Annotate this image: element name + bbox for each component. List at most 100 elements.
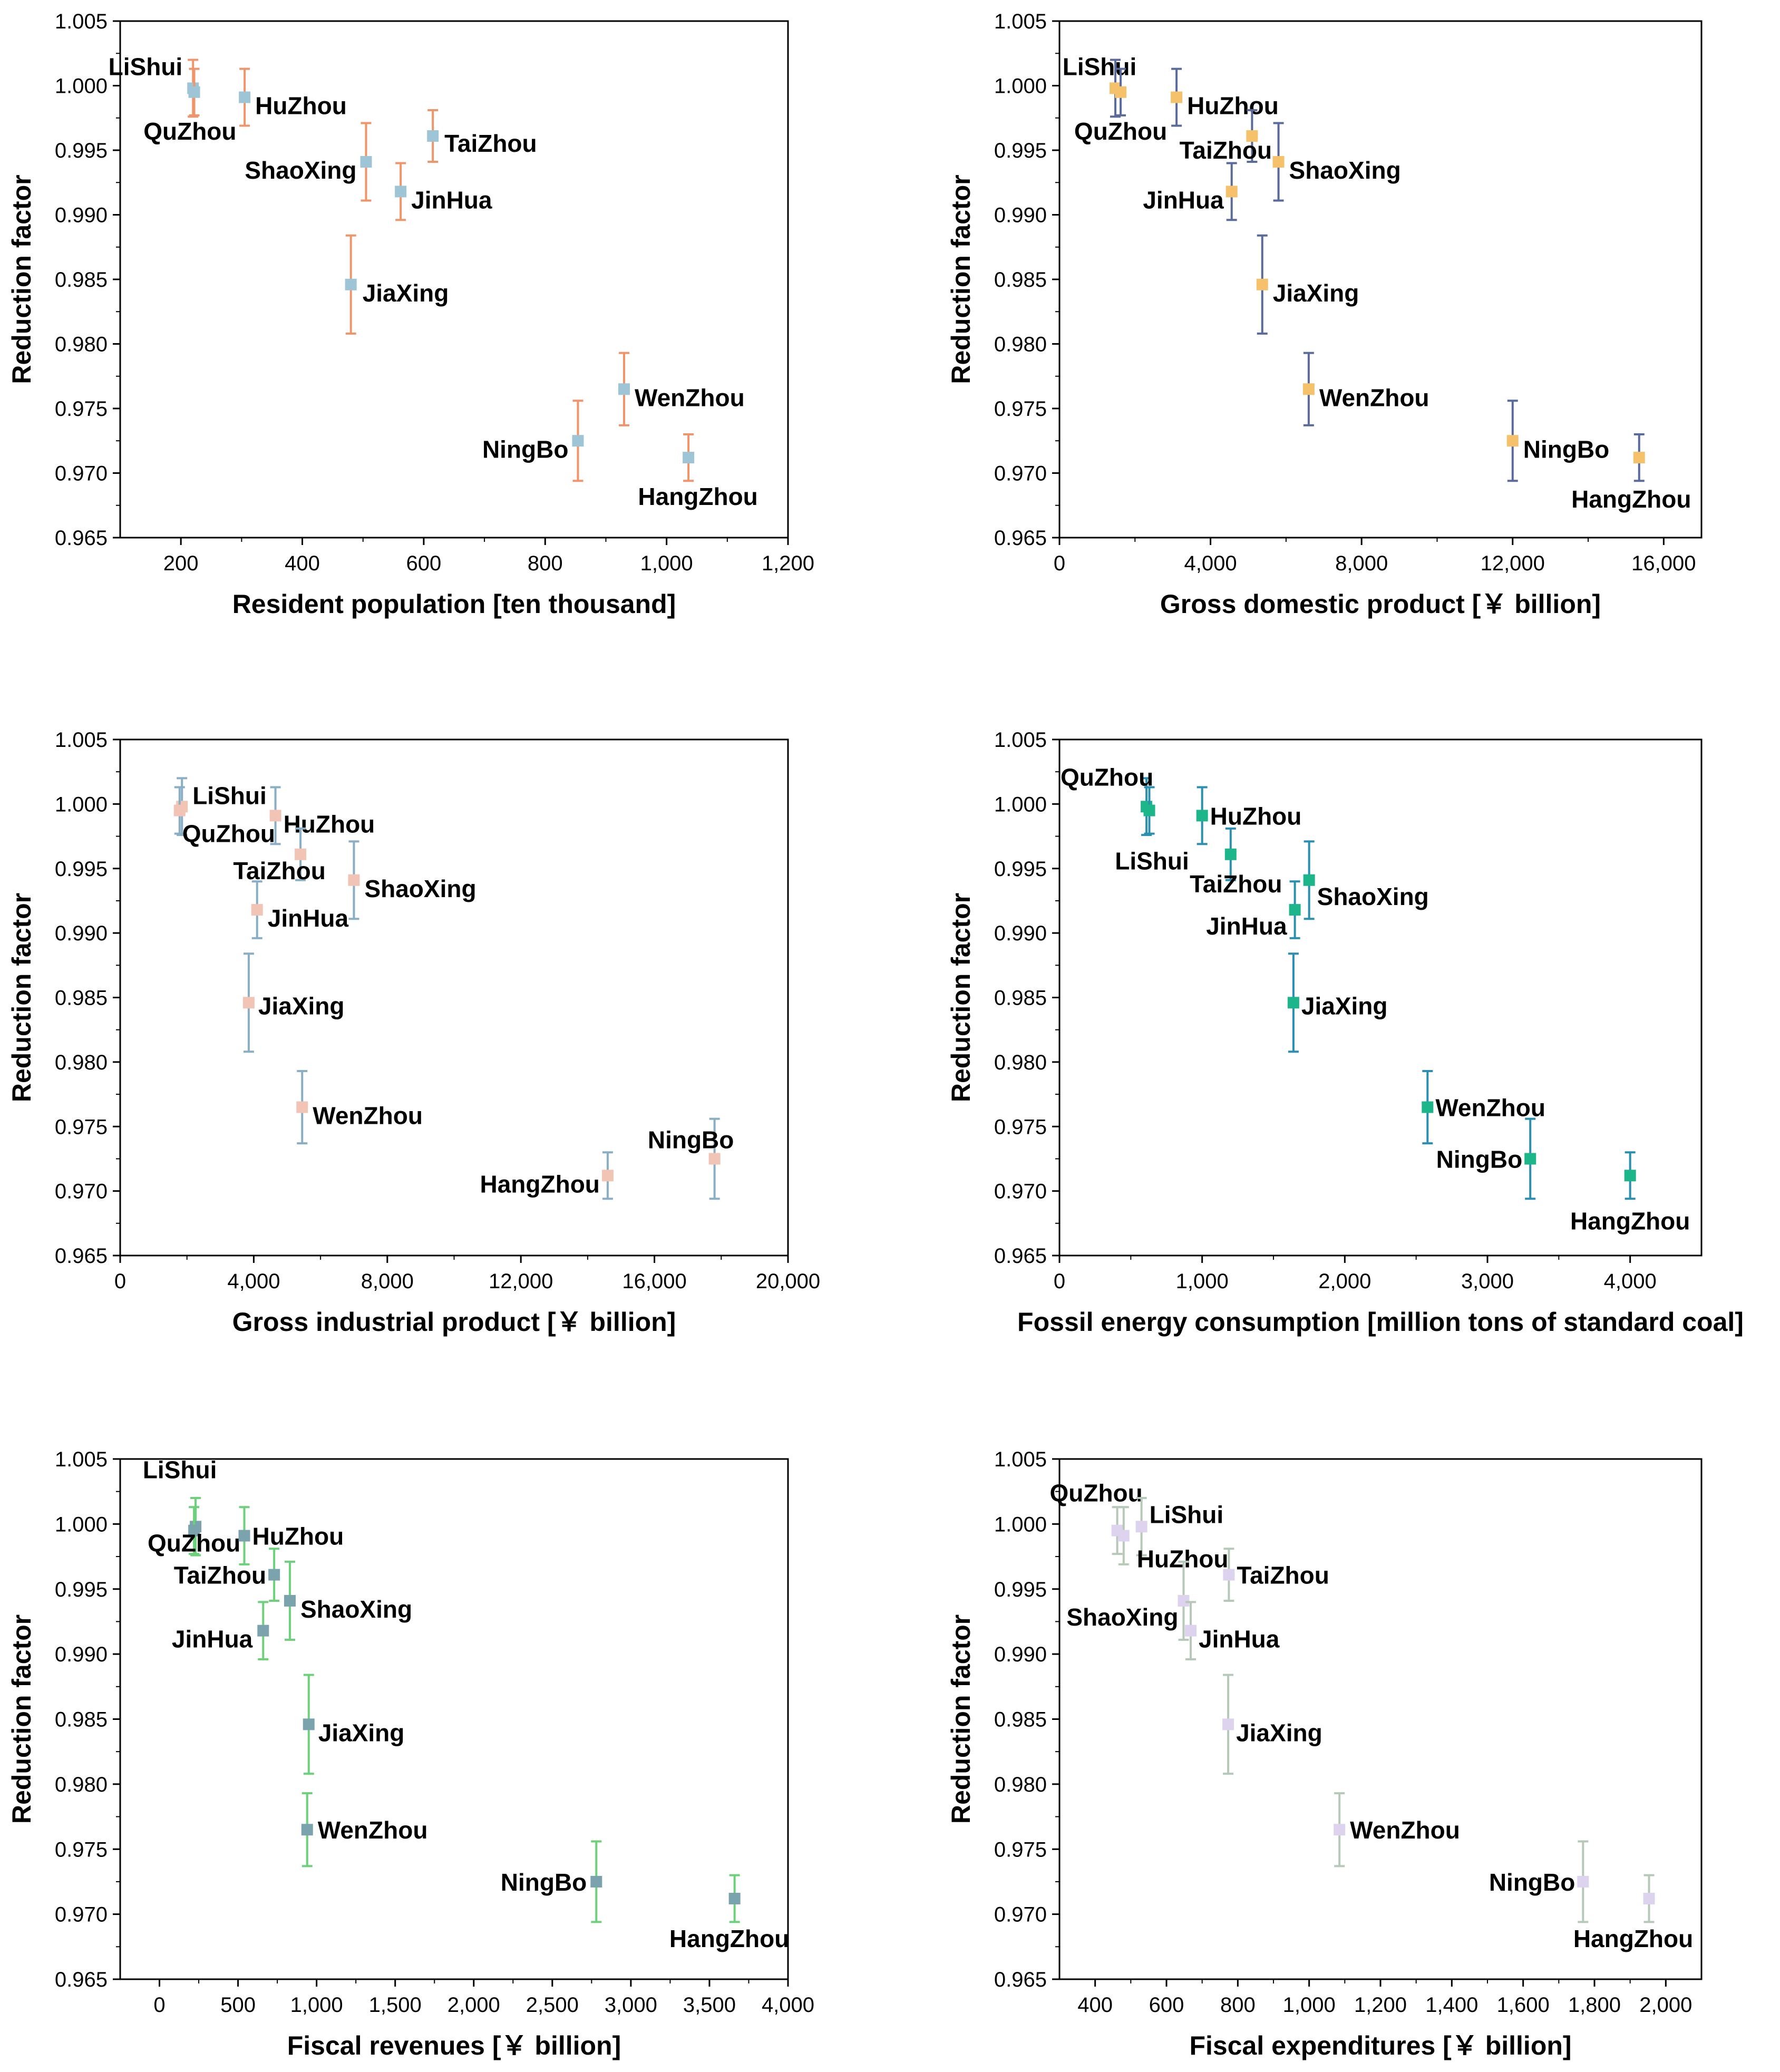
point-label: HangZhou bbox=[1570, 1207, 1690, 1234]
x-axis-title: Resident population [ten thousand] bbox=[232, 589, 676, 619]
x-tick-label: 16,000 bbox=[1631, 552, 1696, 575]
y-tick-label: 1.005 bbox=[994, 1448, 1047, 1471]
y-tick-label: 0.990 bbox=[55, 204, 108, 227]
point-label: NingBo bbox=[1436, 1145, 1523, 1173]
x-tick-label: 4,000 bbox=[1184, 552, 1237, 575]
marker bbox=[1633, 452, 1645, 464]
marker bbox=[728, 1893, 741, 1905]
data-point-jiaxing: JiaXing bbox=[242, 952, 345, 1053]
data-point-taizhou: TaiZhou bbox=[1223, 1548, 1329, 1602]
x-tick-label: 16,000 bbox=[622, 1270, 686, 1293]
y-tick-label: 0.970 bbox=[994, 462, 1047, 485]
point-label: TaiZhou bbox=[174, 1562, 266, 1589]
y-tick-label: 0.970 bbox=[55, 1180, 108, 1203]
y-tick-label: 1.005 bbox=[994, 728, 1047, 752]
marker bbox=[618, 383, 630, 395]
x-tick-label: 0 bbox=[153, 1993, 165, 2017]
y-tick-label: 0.995 bbox=[994, 139, 1047, 162]
marker bbox=[239, 91, 251, 103]
data-point-lishui: LiShui bbox=[1115, 786, 1189, 875]
y-tick-label: 0.990 bbox=[55, 1643, 108, 1666]
data-point-shaoxing: ShaoXing bbox=[1303, 840, 1429, 920]
point-label: LiShui bbox=[143, 1456, 217, 1483]
marker bbox=[188, 1524, 200, 1536]
data-point-jinhua: JinHua bbox=[172, 1601, 269, 1660]
y-axis-title: Reduction factor bbox=[7, 893, 36, 1102]
data-point-shaoxing: ShaoXing bbox=[1066, 1560, 1190, 1641]
y-tick-label: 1.005 bbox=[55, 1448, 108, 1471]
marker bbox=[1256, 278, 1268, 290]
x-tick-label: 800 bbox=[528, 552, 563, 575]
point-label: QuZhou bbox=[1061, 763, 1153, 791]
data-point-shaoxing: ShaoXing bbox=[1272, 122, 1401, 202]
data-point-quzhou: QuZhou bbox=[148, 1506, 240, 1557]
marker bbox=[1115, 86, 1127, 98]
data-point-quzhou: QuZhou bbox=[1049, 1480, 1143, 1555]
point-label: JiaXing bbox=[318, 1719, 405, 1746]
marker bbox=[1506, 435, 1519, 447]
data-point-huzhou: HuZhou bbox=[269, 786, 375, 845]
marker bbox=[1303, 874, 1315, 886]
x-tick-label: 4,000 bbox=[1604, 1270, 1657, 1293]
data-point-ningbo: NingBo bbox=[482, 400, 584, 482]
point-label: JinHua bbox=[411, 186, 492, 213]
point-label: HuZhou bbox=[1210, 802, 1302, 830]
y-tick-label: 0.980 bbox=[55, 333, 108, 356]
marker bbox=[1117, 1530, 1130, 1542]
marker bbox=[1196, 810, 1208, 822]
x-tick-label: 3,500 bbox=[683, 1993, 736, 2017]
marker bbox=[348, 874, 360, 886]
point-label: WenZhou bbox=[1350, 1816, 1460, 1844]
point-label: ShaoXing bbox=[1289, 157, 1401, 184]
chart-panel-1: 0.965 0.970 0.975 0.980 0.985 0.990 0.995 1.000… bbox=[7, 10, 814, 619]
x-axis-title: Gross industrial product [￥ billion] bbox=[232, 1307, 676, 1337]
x-axis-title: Fossil energy consumption [million tons … bbox=[1017, 1307, 1744, 1337]
point-label: TaiZhou bbox=[444, 130, 537, 157]
point-label: QuZhou bbox=[182, 820, 275, 848]
x-tick-label: 200 bbox=[163, 552, 199, 575]
point-label: HuZhou bbox=[252, 1523, 344, 1550]
data-point-taizhou: TaiZhou bbox=[1180, 109, 1272, 164]
data-point-quzhou: QuZhou bbox=[173, 786, 275, 848]
marker bbox=[1178, 1594, 1190, 1607]
marker bbox=[303, 1718, 315, 1730]
marker bbox=[1643, 1893, 1655, 1905]
data-point-shaoxing: ShaoXing bbox=[348, 840, 476, 920]
point-label: JinHua bbox=[172, 1626, 253, 1653]
y-tick-label: 0.975 bbox=[55, 397, 108, 421]
x-tick-label: 1,000 bbox=[1283, 1993, 1336, 2017]
marker bbox=[708, 1153, 721, 1165]
point-label: ShaoXing bbox=[364, 875, 476, 902]
y-tick-label: 0.995 bbox=[55, 1578, 108, 1601]
marker bbox=[301, 1824, 313, 1836]
point-label: JinHua bbox=[1199, 1626, 1280, 1653]
marker bbox=[601, 1170, 614, 1182]
point-label: ShaoXing bbox=[300, 1596, 412, 1623]
y-tick-label: 0.965 bbox=[994, 1968, 1047, 1991]
data-point-lishui: LiShui bbox=[1063, 53, 1136, 118]
data-point-wenzhou: WenZhou bbox=[1334, 1792, 1460, 1867]
point-label: WenZhou bbox=[635, 384, 745, 411]
data-point-hangzhou: HangZhou bbox=[638, 433, 758, 510]
point-label: ShaoXing bbox=[1066, 1603, 1178, 1631]
y-tick-label: 0.995 bbox=[55, 139, 108, 162]
point-label: HangZhou bbox=[638, 483, 757, 510]
y-tick-label: 1.000 bbox=[55, 793, 108, 816]
data-point-taizhou: TaiZhou bbox=[233, 827, 326, 884]
x-tick-label: 2,000 bbox=[1639, 1993, 1692, 2017]
point-label: TaiZhou bbox=[1190, 870, 1282, 898]
y-tick-label: 0.980 bbox=[55, 1773, 108, 1796]
marker bbox=[1577, 1875, 1589, 1888]
marker bbox=[1422, 1101, 1434, 1113]
point-label: HangZhou bbox=[1571, 485, 1691, 513]
x-tick-label: 12,000 bbox=[489, 1270, 553, 1293]
y-axis-title: Reduction factor bbox=[946, 1614, 976, 1824]
y-tick-label: 1.000 bbox=[55, 1513, 108, 1536]
x-tick-label: 2,000 bbox=[448, 1993, 500, 2017]
data-point-jinhua: JinHua bbox=[1143, 162, 1238, 221]
data-point-shaoxing: ShaoXing bbox=[284, 1560, 412, 1641]
data-point-ningbo: NingBo bbox=[1436, 1117, 1536, 1200]
x-tick-label: 1,000 bbox=[1176, 1270, 1229, 1293]
y-axis-title: Reduction factor bbox=[7, 174, 36, 384]
marker bbox=[427, 130, 439, 142]
